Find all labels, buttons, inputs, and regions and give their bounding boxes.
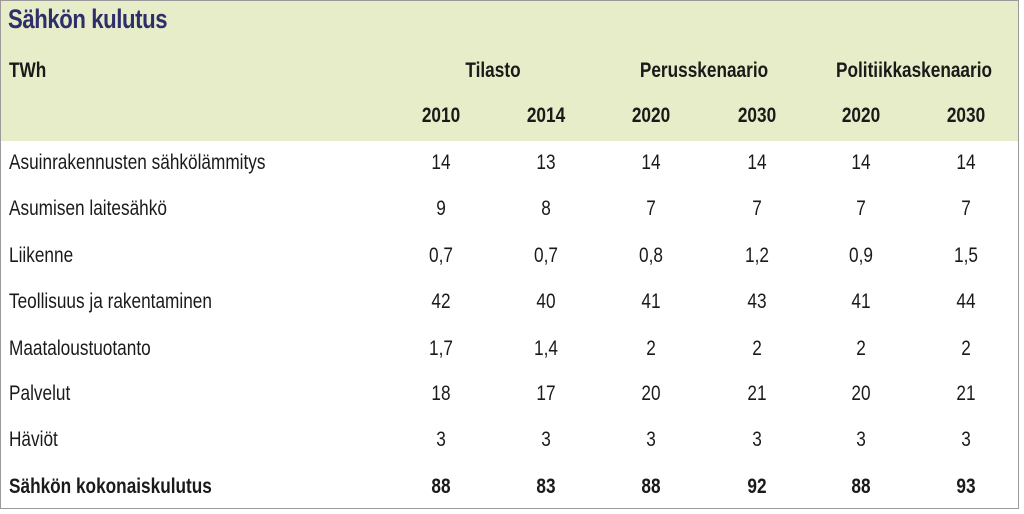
total-cell: 88 <box>851 475 871 498</box>
table-cell: 3 <box>856 428 866 451</box>
total-cell: 83 <box>536 475 556 498</box>
table-cell: 1,2 <box>745 244 769 267</box>
row-label: Asumisen laitesähkö <box>9 197 167 220</box>
year-header: 2014 <box>526 104 566 127</box>
table-cell: 41 <box>851 290 871 313</box>
table-cell: 17 <box>536 382 556 405</box>
table-cell: 0,7 <box>429 244 453 267</box>
group-header-politiikkaskenaario: Politiikkaskenaario <box>835 59 993 82</box>
table-cell: 1,7 <box>429 337 453 360</box>
table-cell: 3 <box>961 428 971 451</box>
table-cell: 7 <box>856 197 866 220</box>
table-cell: 2 <box>646 337 656 360</box>
table-cell: 2 <box>856 337 866 360</box>
table-cell: 43 <box>747 290 767 313</box>
table-cell: 2 <box>961 337 971 360</box>
row-label: Teollisuus ja rakentaminen <box>9 290 212 313</box>
table-cell: 14 <box>641 151 661 174</box>
table-cell: 13 <box>536 151 556 174</box>
table-cell: 0,8 <box>639 244 663 267</box>
table-cell: 41 <box>641 290 661 313</box>
table-header: Sähkön kulutus TWh Tilasto Perusskenaari… <box>1 1 1018 141</box>
row-label: Häviöt <box>9 428 58 451</box>
table-cell: 20 <box>851 382 871 405</box>
row-label: Liikenne <box>9 244 74 267</box>
table-cell: 2 <box>752 337 762 360</box>
total-cell: 88 <box>641 475 661 498</box>
table-cell: 3 <box>752 428 762 451</box>
table-cell: 7 <box>961 197 971 220</box>
table-cell: 18 <box>431 382 451 405</box>
table-cell: 7 <box>646 197 656 220</box>
table-cell: 3 <box>646 428 656 451</box>
table-cell: 3 <box>541 428 551 451</box>
year-header: 2010 <box>421 104 461 127</box>
table-cell: 40 <box>536 290 556 313</box>
row-label: Palvelut <box>9 382 71 405</box>
total-cell: 88 <box>431 475 451 498</box>
table-cell: 42 <box>431 290 451 313</box>
table-title: Sähkön kulutus <box>8 4 168 34</box>
table-cell: 9 <box>436 197 446 220</box>
table-cell: 20 <box>641 382 661 405</box>
table-cell: 21 <box>956 382 976 405</box>
table-cell: 14 <box>431 151 451 174</box>
row-label: Asuinrakennusten sähkölämmitys <box>9 151 266 174</box>
total-cell: 93 <box>956 475 976 498</box>
table-cell: 1,4 <box>534 337 558 360</box>
total-cell: 92 <box>747 475 767 498</box>
table-cell: 21 <box>747 382 767 405</box>
table-cell: 14 <box>851 151 871 174</box>
year-header: 2030 <box>946 104 986 127</box>
row-label: Maataloustuotanto <box>9 337 151 360</box>
group-header-tilasto: Tilasto <box>465 59 521 82</box>
group-header-perusskenaario: Perusskenaario <box>639 59 769 82</box>
table-cell: 7 <box>752 197 762 220</box>
table-cell: 0,7 <box>534 244 558 267</box>
table-cell: 0,9 <box>849 244 873 267</box>
year-header: 2020 <box>841 104 881 127</box>
table-cell: 14 <box>747 151 767 174</box>
year-header: 2030 <box>737 104 777 127</box>
unit-label: TWh <box>9 59 47 82</box>
year-header: 2020 <box>631 104 671 127</box>
table-cell: 1,5 <box>954 244 978 267</box>
table-cell: 8 <box>541 197 551 220</box>
table-cell: 44 <box>956 290 976 313</box>
table-cell: 14 <box>956 151 976 174</box>
table-cell: 3 <box>436 428 446 451</box>
total-row-label: Sähkön kokonaiskulutus <box>9 475 212 498</box>
